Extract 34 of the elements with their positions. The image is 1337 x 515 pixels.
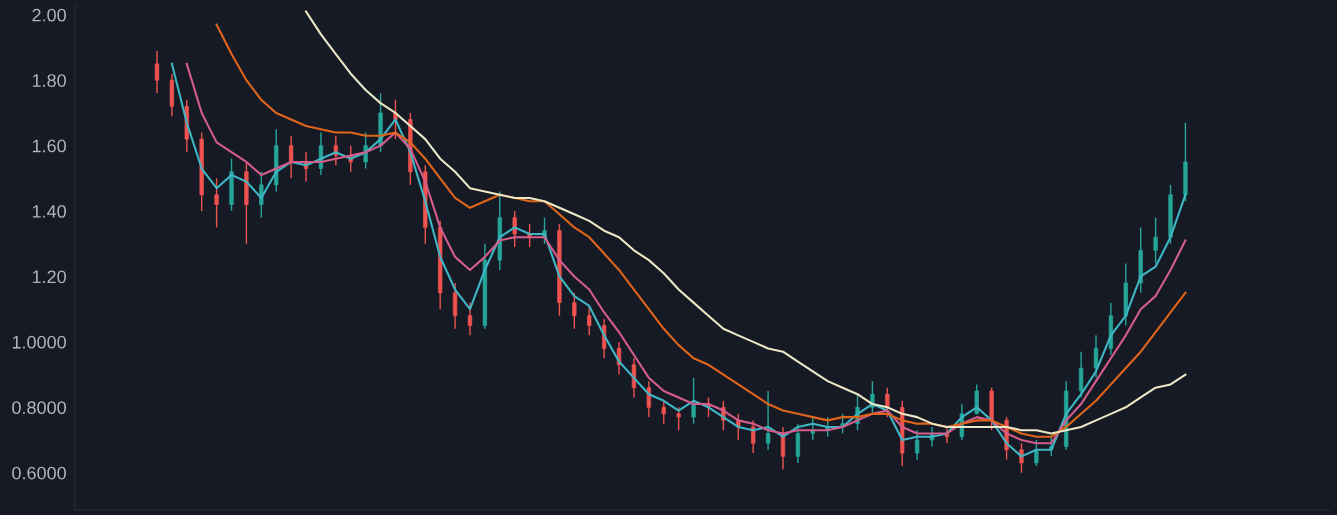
candlestick [259,171,264,219]
candlestick [974,383,979,415]
candlestick [676,406,681,431]
candlestick [691,377,696,425]
y-tick-label: 1.60 [32,139,66,153]
candlestick [1019,442,1024,474]
candlestick [661,400,666,425]
y-tick-label: 1.80 [32,74,66,87]
candlestick [885,386,890,418]
candlestick [467,301,473,337]
candlestick [1034,439,1039,467]
candlestick [1093,334,1099,379]
candlestick [1153,216,1158,265]
candlestick [765,390,771,451]
y-tick-label: 0.6000 [12,466,66,480]
y-tick-label: 2.00 [32,8,66,22]
candlestick [1078,351,1084,399]
y-tick-label: 1.40 [32,204,66,218]
candlestick [631,357,637,399]
y-tick-label: 1.20 [32,270,66,284]
candlestick [914,429,920,461]
candlestick [512,210,517,248]
candlestick [154,50,160,95]
candlestick [363,131,368,170]
candlestick [810,416,815,441]
candlestick [751,419,756,454]
candlestick [214,177,219,229]
candlestick [572,292,577,330]
y-tick-label: 1.0000 [12,335,66,349]
candlestick [452,282,458,330]
candlestick [795,422,801,464]
y-tick-label: 0.8000 [12,401,66,415]
candlestick [288,135,294,180]
candlestick [646,380,651,418]
